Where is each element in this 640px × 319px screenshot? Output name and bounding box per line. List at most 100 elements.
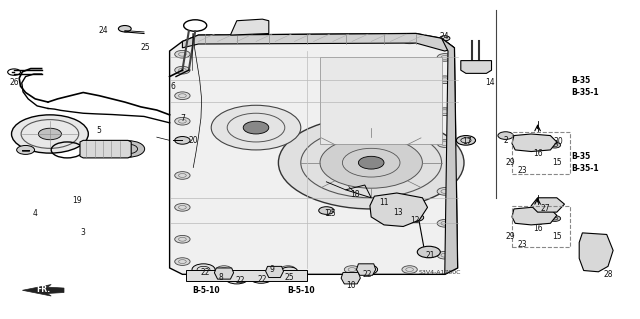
Circle shape xyxy=(437,76,452,84)
Circle shape xyxy=(211,105,301,150)
Circle shape xyxy=(12,115,88,153)
Text: 17: 17 xyxy=(462,137,472,146)
Circle shape xyxy=(514,211,529,219)
Text: 27: 27 xyxy=(540,204,550,213)
Text: 18: 18 xyxy=(350,190,359,199)
Polygon shape xyxy=(230,19,269,35)
Text: 25: 25 xyxy=(140,43,150,52)
Polygon shape xyxy=(356,264,376,275)
Polygon shape xyxy=(22,285,64,296)
Polygon shape xyxy=(186,270,307,281)
Circle shape xyxy=(175,50,190,58)
Circle shape xyxy=(358,156,384,169)
Circle shape xyxy=(437,108,452,115)
Circle shape xyxy=(549,216,561,221)
Circle shape xyxy=(216,34,232,42)
Text: 16: 16 xyxy=(532,149,543,158)
Circle shape xyxy=(437,140,452,147)
Circle shape xyxy=(192,264,215,275)
Polygon shape xyxy=(512,134,557,152)
Circle shape xyxy=(17,145,35,154)
Text: 25: 25 xyxy=(284,273,294,282)
Text: B-35
B-35-1: B-35 B-35-1 xyxy=(571,152,598,173)
Circle shape xyxy=(437,251,452,259)
Circle shape xyxy=(175,258,190,265)
Circle shape xyxy=(250,272,273,283)
Circle shape xyxy=(586,247,605,257)
Text: 29: 29 xyxy=(506,232,516,241)
Circle shape xyxy=(534,139,547,146)
Circle shape xyxy=(280,266,296,273)
Text: 10: 10 xyxy=(346,281,356,290)
Circle shape xyxy=(278,116,464,209)
Circle shape xyxy=(440,36,450,41)
Circle shape xyxy=(216,266,232,273)
Text: FR.: FR. xyxy=(36,285,50,293)
Circle shape xyxy=(402,36,417,44)
Polygon shape xyxy=(266,266,284,278)
Text: 3: 3 xyxy=(81,228,86,237)
Text: 22: 22 xyxy=(258,275,267,284)
Polygon shape xyxy=(579,233,613,272)
Circle shape xyxy=(417,246,440,258)
Circle shape xyxy=(437,219,452,227)
Circle shape xyxy=(118,26,131,32)
Polygon shape xyxy=(341,272,360,284)
Circle shape xyxy=(175,117,190,125)
Polygon shape xyxy=(320,57,442,144)
Text: B-5-10: B-5-10 xyxy=(192,286,220,295)
Circle shape xyxy=(320,137,422,188)
Circle shape xyxy=(344,266,360,273)
Circle shape xyxy=(38,128,61,140)
Circle shape xyxy=(381,197,397,205)
Text: 11: 11 xyxy=(380,198,388,207)
Text: 25: 25 xyxy=(326,209,337,218)
Circle shape xyxy=(408,214,424,221)
Circle shape xyxy=(498,132,513,139)
Polygon shape xyxy=(170,33,458,274)
Text: 22: 22 xyxy=(200,268,209,277)
Text: 14: 14 xyxy=(484,78,495,87)
Text: 6: 6 xyxy=(170,82,175,91)
Circle shape xyxy=(281,267,298,275)
Circle shape xyxy=(175,204,190,211)
Text: 21: 21 xyxy=(426,251,435,260)
Polygon shape xyxy=(531,198,564,212)
Text: 16: 16 xyxy=(532,224,543,233)
Circle shape xyxy=(437,188,452,195)
Text: 1: 1 xyxy=(324,209,329,218)
Polygon shape xyxy=(182,33,454,51)
Circle shape xyxy=(514,138,529,146)
Circle shape xyxy=(470,64,483,70)
Circle shape xyxy=(243,121,269,134)
Circle shape xyxy=(437,54,452,61)
Circle shape xyxy=(175,235,190,243)
Text: 12: 12 xyxy=(410,216,419,225)
Circle shape xyxy=(175,172,190,179)
Text: 26: 26 xyxy=(9,78,19,87)
Text: 9: 9 xyxy=(269,265,275,274)
Circle shape xyxy=(402,266,417,273)
Circle shape xyxy=(405,200,420,208)
Text: 22: 22 xyxy=(236,276,244,285)
Polygon shape xyxy=(214,268,234,279)
Circle shape xyxy=(543,139,556,146)
Polygon shape xyxy=(461,61,492,73)
Text: 30: 30 xyxy=(553,137,563,146)
Text: 20: 20 xyxy=(188,136,198,145)
Text: 4: 4 xyxy=(33,209,38,218)
Circle shape xyxy=(111,141,145,157)
Text: 15: 15 xyxy=(552,158,562,167)
Circle shape xyxy=(225,272,248,284)
Polygon shape xyxy=(370,193,428,226)
Text: 13: 13 xyxy=(393,208,403,217)
Text: B-5-10: B-5-10 xyxy=(287,286,315,295)
Circle shape xyxy=(280,34,296,42)
Text: 22: 22 xyxy=(363,270,372,279)
Text: 24: 24 xyxy=(440,32,450,41)
Text: 2: 2 xyxy=(503,136,508,145)
Circle shape xyxy=(357,264,378,275)
Text: 23: 23 xyxy=(517,240,527,249)
Text: 23: 23 xyxy=(517,166,527,175)
Circle shape xyxy=(175,66,190,74)
